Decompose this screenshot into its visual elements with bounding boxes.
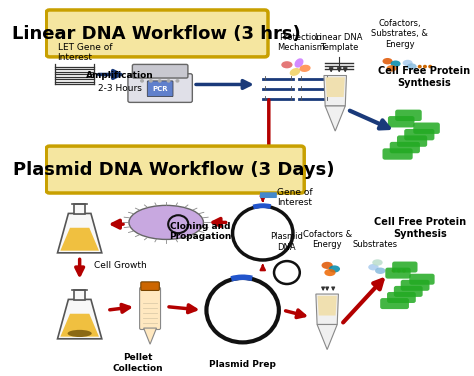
FancyBboxPatch shape bbox=[401, 280, 429, 291]
FancyBboxPatch shape bbox=[46, 146, 304, 193]
FancyBboxPatch shape bbox=[132, 64, 188, 78]
FancyBboxPatch shape bbox=[395, 110, 422, 121]
FancyBboxPatch shape bbox=[413, 123, 440, 134]
Ellipse shape bbox=[391, 61, 401, 67]
Text: Cloning and
Propagation: Cloning and Propagation bbox=[169, 221, 232, 241]
Text: Protection
Mechanism: Protection Mechanism bbox=[277, 33, 325, 52]
Ellipse shape bbox=[300, 65, 310, 72]
Text: Cell Free Protein
Synthesis: Cell Free Protein Synthesis bbox=[378, 67, 470, 88]
FancyBboxPatch shape bbox=[147, 81, 173, 97]
Text: Cofactors,
Substrates, &
Energy: Cofactors, Substrates, & Energy bbox=[371, 19, 428, 49]
Circle shape bbox=[206, 278, 279, 343]
Polygon shape bbox=[74, 290, 85, 300]
Polygon shape bbox=[318, 296, 337, 315]
Ellipse shape bbox=[375, 268, 385, 274]
Text: Cell Growth: Cell Growth bbox=[94, 261, 146, 270]
FancyBboxPatch shape bbox=[394, 286, 423, 297]
Text: Substrates: Substrates bbox=[353, 240, 398, 249]
FancyBboxPatch shape bbox=[388, 116, 414, 127]
Ellipse shape bbox=[294, 58, 303, 68]
Circle shape bbox=[233, 206, 293, 260]
Ellipse shape bbox=[68, 330, 92, 337]
Text: Plasmid DNA Workflow (3 Days): Plasmid DNA Workflow (3 Days) bbox=[13, 161, 335, 179]
Text: Amplification: Amplification bbox=[86, 71, 154, 80]
FancyBboxPatch shape bbox=[387, 292, 416, 303]
FancyBboxPatch shape bbox=[141, 282, 159, 290]
FancyBboxPatch shape bbox=[128, 74, 192, 102]
Ellipse shape bbox=[407, 63, 417, 70]
Circle shape bbox=[274, 261, 300, 284]
Ellipse shape bbox=[383, 58, 392, 64]
FancyBboxPatch shape bbox=[46, 10, 268, 57]
Polygon shape bbox=[57, 299, 102, 339]
FancyBboxPatch shape bbox=[385, 268, 410, 279]
FancyBboxPatch shape bbox=[397, 135, 427, 147]
Circle shape bbox=[149, 79, 153, 83]
Circle shape bbox=[158, 79, 162, 83]
FancyBboxPatch shape bbox=[404, 129, 434, 140]
Circle shape bbox=[423, 65, 427, 68]
Polygon shape bbox=[325, 106, 345, 131]
Ellipse shape bbox=[321, 262, 333, 269]
Text: Linear DNA Workflow (3 hrs): Linear DNA Workflow (3 hrs) bbox=[12, 24, 301, 42]
FancyBboxPatch shape bbox=[383, 148, 413, 160]
FancyBboxPatch shape bbox=[380, 298, 409, 309]
Text: Linear DNA
Template: Linear DNA Template bbox=[316, 33, 363, 52]
Circle shape bbox=[402, 269, 406, 273]
Text: Plasmid
DNA: Plasmid DNA bbox=[271, 232, 303, 252]
Ellipse shape bbox=[386, 65, 397, 71]
Circle shape bbox=[397, 269, 401, 273]
Text: Cell Free Protein
Synthesis: Cell Free Protein Synthesis bbox=[374, 217, 466, 238]
Circle shape bbox=[428, 65, 432, 68]
Polygon shape bbox=[60, 228, 99, 251]
Circle shape bbox=[392, 269, 396, 273]
Polygon shape bbox=[74, 205, 85, 214]
Ellipse shape bbox=[368, 264, 379, 270]
Ellipse shape bbox=[402, 60, 413, 66]
FancyBboxPatch shape bbox=[392, 262, 418, 273]
Polygon shape bbox=[144, 328, 156, 344]
FancyBboxPatch shape bbox=[260, 192, 277, 198]
Text: LET Gene of
Interest: LET Gene of Interest bbox=[57, 43, 112, 62]
FancyBboxPatch shape bbox=[390, 142, 420, 153]
Text: Gene of
Interest: Gene of Interest bbox=[277, 188, 312, 207]
Ellipse shape bbox=[324, 269, 336, 276]
Ellipse shape bbox=[290, 68, 300, 76]
Text: Plasmid Prep: Plasmid Prep bbox=[209, 360, 276, 369]
Text: PCR: PCR bbox=[152, 86, 168, 92]
Circle shape bbox=[166, 79, 171, 83]
FancyBboxPatch shape bbox=[140, 287, 161, 329]
Text: 2-3 Hours: 2-3 Hours bbox=[98, 84, 142, 93]
Polygon shape bbox=[316, 294, 338, 324]
FancyBboxPatch shape bbox=[409, 274, 435, 285]
Polygon shape bbox=[324, 76, 346, 106]
Circle shape bbox=[175, 79, 180, 83]
Ellipse shape bbox=[372, 259, 383, 266]
Text: Pellet
Collection: Pellet Collection bbox=[113, 353, 164, 373]
Polygon shape bbox=[326, 77, 345, 97]
Ellipse shape bbox=[129, 205, 203, 240]
Text: Cofactors &
Energy: Cofactors & Energy bbox=[302, 230, 352, 249]
Polygon shape bbox=[57, 214, 102, 253]
Circle shape bbox=[418, 65, 422, 68]
Polygon shape bbox=[60, 314, 99, 337]
Ellipse shape bbox=[329, 265, 340, 273]
Ellipse shape bbox=[281, 61, 292, 68]
Circle shape bbox=[140, 79, 144, 83]
Polygon shape bbox=[317, 324, 337, 350]
